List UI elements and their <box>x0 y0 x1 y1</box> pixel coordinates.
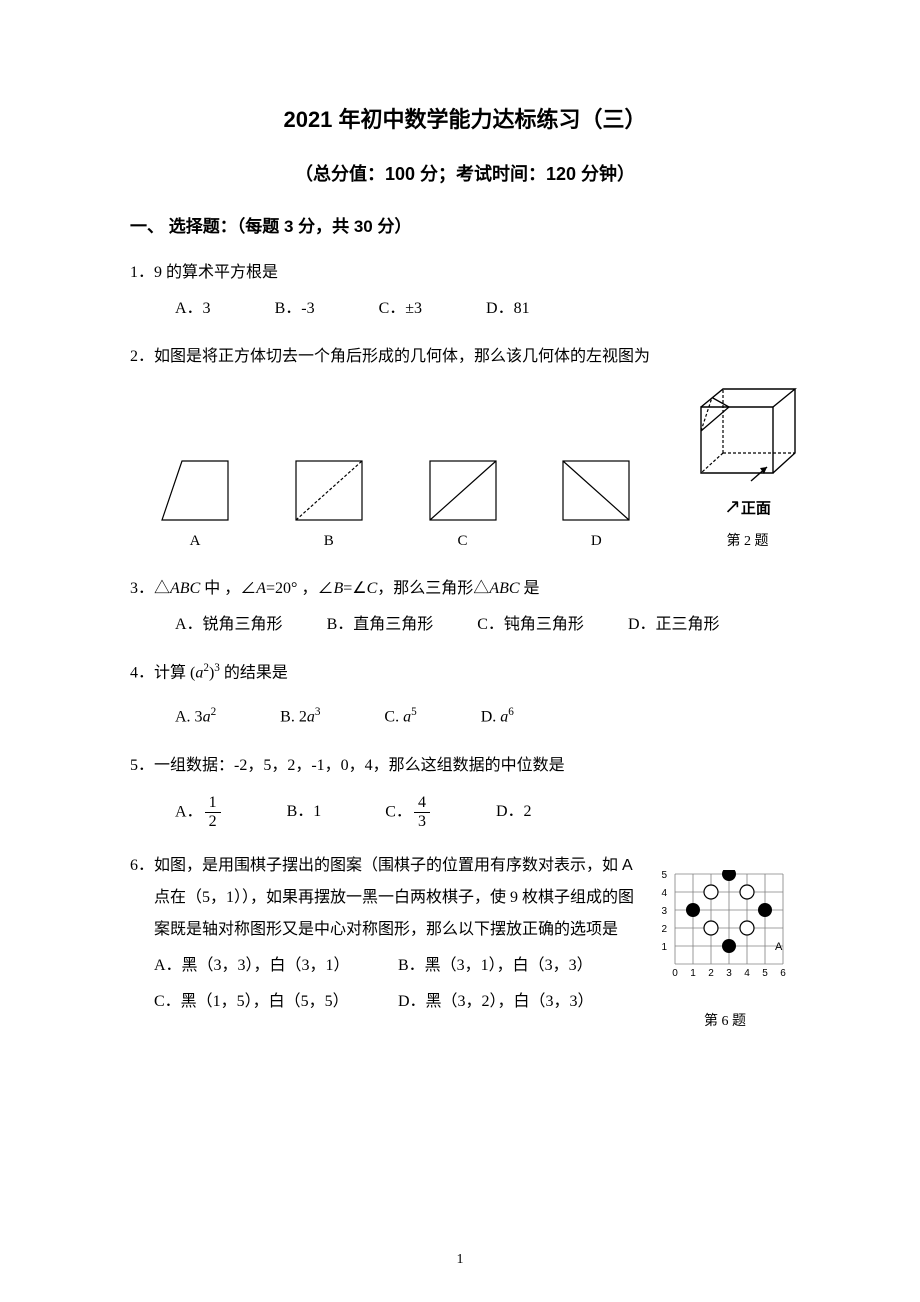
q6-figure: 1 2 3 4 5 0 1 2 3 4 5 6 A 第 6 题 <box>650 850 800 1035</box>
question-6: 6．如图，是用围棋子摆出的图案（围棋子的位置用有序数对表示，如 A 点在（5，1… <box>130 850 800 1035</box>
q6-opt-d: D．黑（3，2），白（3，3） <box>398 988 638 1017</box>
q2-label-c: C <box>428 528 498 555</box>
section-1-head: 一、 选择题：（每题 3 分，共 30 分） <box>130 212 800 243</box>
q1-text: 1．9 的算术平方根是 <box>130 257 800 289</box>
question-3: 3．△ABC 中 ，∠A=20° ，∠B=∠C，那么三角形△ABC 是 A．锐角… <box>130 573 800 640</box>
svg-text:4: 4 <box>661 888 667 899</box>
q1-opt-c: C．±3 <box>379 295 422 324</box>
q4-opt-c: C. a5 <box>384 702 416 732</box>
q6-line3: 案既是轴对称图形又是中心对称图形，那么以下摆放正确的选项是 <box>130 914 650 946</box>
question-2: 2．如图是将正方体切去一个角后形成的几何体，那么该几何体的左视图为 A B C <box>130 341 800 554</box>
q2-fig-d: D <box>561 460 631 555</box>
q4-opt-a: A. 3a2 <box>175 702 216 732</box>
svg-text:0: 0 <box>672 968 678 979</box>
q3-opt-b: B．直角三角形 <box>327 611 434 640</box>
q1-opt-b: B．-3 <box>275 295 315 324</box>
q3-opt-d: D．正三角形 <box>628 611 720 640</box>
q4-text: 4．计算 (a2)3 的结果是 <box>130 657 800 689</box>
svg-text:2: 2 <box>708 968 714 979</box>
q2-label-b: B <box>294 528 364 555</box>
question-5: 5．一组数据：-2，5，2，-1，0，4，那么这组数据的中位数是 A．12 B．… <box>130 750 800 832</box>
q2-label-d: D <box>561 528 631 555</box>
q2-caption: 第 2 题 <box>695 529 800 554</box>
svg-text:A: A <box>775 941 783 953</box>
q6-line2: 点在（5，1）），如果再摆放一黑一白两枚棋子，使 9 枚棋子组成的图 <box>130 882 650 914</box>
q1-opt-d: D．81 <box>486 295 530 324</box>
q5-opt-a: A．12 <box>175 794 223 832</box>
page-number: 1 <box>0 1247 920 1272</box>
q2-fig-cube: ↗正面 第 2 题 <box>695 385 800 554</box>
question-1: 1．9 的算术平方根是 A．3 B．-3 C．±3 D．81 <box>130 257 800 324</box>
q2-front-label: 正面 <box>741 500 771 517</box>
question-4: 4．计算 (a2)3 的结果是 A. 3a2 B. 2a3 C. a5 D. a… <box>130 657 800 731</box>
q4-opt-b: B. 2a3 <box>280 702 320 732</box>
svg-text:5: 5 <box>762 968 768 979</box>
q6-opt-b: B．黑（3，1），白（3，3） <box>398 952 638 981</box>
q6-opt-a: A．黑（3，3），白（3，1） <box>154 952 394 981</box>
q6-caption: 第 6 题 <box>650 1009 800 1034</box>
svg-text:3: 3 <box>726 968 732 979</box>
q2-fig-c: C <box>428 460 498 555</box>
q6-opt-c: C．黑（1，5），白（5，5） <box>154 988 394 1017</box>
q6-line1: 6．如图，是用围棋子摆出的图案（围棋子的位置用有序数对表示，如 A <box>130 850 650 882</box>
svg-text:3: 3 <box>661 906 667 917</box>
q1-opt-a: A．3 <box>175 295 211 324</box>
svg-text:4: 4 <box>744 968 750 979</box>
q3-opt-c: C．钝角三角形 <box>477 611 584 640</box>
q5-opt-d: D．2 <box>496 798 532 827</box>
svg-text:1: 1 <box>690 968 696 979</box>
q3-opt-a: A．锐角三角形 <box>175 611 283 640</box>
q4-opt-d: D. a6 <box>481 702 514 732</box>
svg-text:1: 1 <box>661 942 667 953</box>
q5-opt-b: B．1 <box>287 798 322 827</box>
q2-fig-b: B <box>294 460 364 555</box>
svg-text:5: 5 <box>661 870 667 881</box>
q2-text: 2．如图是将正方体切去一个角后形成的几何体，那么该几何体的左视图为 <box>130 341 800 373</box>
q3-text: 3．△ABC 中 ，∠A=20° ，∠B=∠C，那么三角形△ABC 是 <box>130 573 800 605</box>
svg-text:2: 2 <box>661 924 667 935</box>
q2-fig-a: A <box>160 460 230 555</box>
q2-label-a: A <box>160 528 230 555</box>
subtitle: （总分值：100 分；考试时间：120 分钟） <box>130 158 800 190</box>
q5-opt-c: C．43 <box>385 794 432 832</box>
main-title: 2021 年初中数学能力达标练习（三） <box>130 100 800 140</box>
q2-figure-row: A B C D <box>160 385 800 554</box>
svg-text:6: 6 <box>780 968 786 979</box>
q5-text: 5．一组数据：-2，5，2，-1，0，4，那么这组数据的中位数是 <box>130 750 800 782</box>
